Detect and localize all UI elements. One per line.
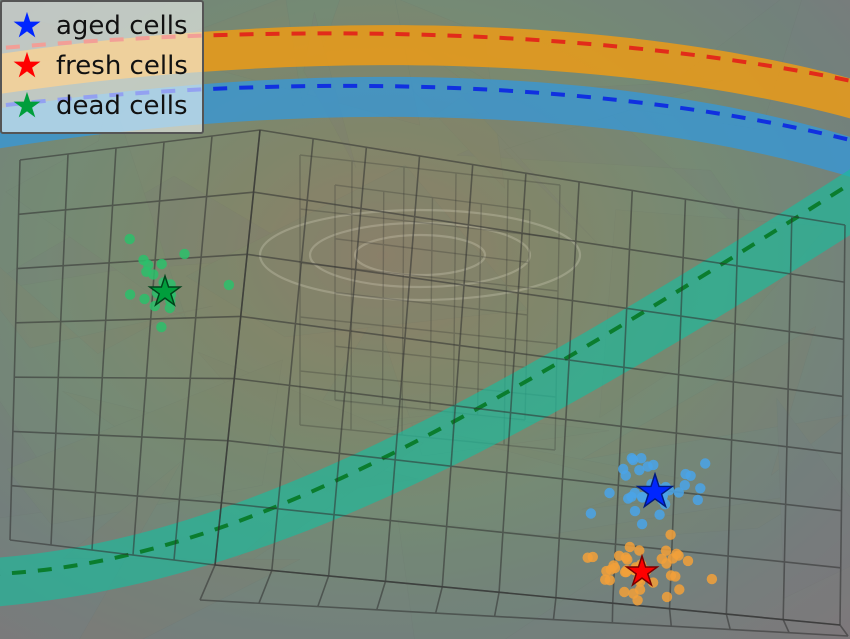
- fresh-cluster-dot: [661, 558, 671, 568]
- aged-cluster-dot: [628, 455, 638, 465]
- dead-cluster-dot: [156, 322, 166, 332]
- aged-cluster-dot: [654, 510, 664, 520]
- fresh-cluster-dot: [600, 575, 610, 585]
- legend-label-aged: aged cells: [56, 11, 188, 41]
- fresh-cluster-dot: [625, 542, 635, 552]
- legend-item-aged: aged cells: [12, 6, 188, 46]
- fresh-cluster-dot: [661, 546, 671, 556]
- aged-cluster-dot: [634, 465, 644, 475]
- legend-label-dead: dead cells: [56, 91, 188, 121]
- legend-star-icon-dead: [12, 91, 42, 121]
- legend-box: aged cells fresh cells dead cells: [0, 0, 204, 134]
- aged-cluster-dot: [693, 495, 703, 505]
- dead-cluster-dot: [125, 234, 135, 244]
- chart-stage: aged cells fresh cells dead cells: [0, 0, 850, 639]
- fresh-cluster-dot: [635, 585, 645, 595]
- dead-cluster-dot: [139, 294, 149, 304]
- dead-cluster-dot: [224, 280, 234, 290]
- legend-item-dead: dead cells: [12, 86, 188, 126]
- fresh-cluster-dot: [619, 587, 629, 597]
- fresh-cluster-dot: [632, 595, 642, 605]
- fresh-cluster-dot: [622, 554, 632, 564]
- aged-cluster-dot: [637, 519, 647, 529]
- fresh-cluster-dot: [666, 570, 676, 580]
- fresh-cluster-dot: [662, 592, 672, 602]
- aged-cluster-dot: [630, 506, 640, 516]
- aged-cluster-dot: [700, 458, 710, 468]
- fresh-cluster-dot: [674, 584, 684, 594]
- aged-cluster-dot: [695, 483, 705, 493]
- fresh-cluster-dot: [583, 553, 593, 563]
- dead-cluster-dot: [125, 289, 135, 299]
- fresh-cluster-dot: [634, 545, 644, 555]
- dead-cluster-dot: [179, 249, 189, 259]
- legend-star-icon-fresh: [12, 51, 42, 81]
- legend-star-icon-aged: [12, 11, 42, 41]
- aged-cluster-dot: [623, 493, 633, 503]
- legend-item-fresh: fresh cells: [12, 46, 188, 86]
- aged-cluster-dot: [685, 471, 695, 481]
- legend-label-fresh: fresh cells: [56, 51, 188, 81]
- fresh-cluster-dot: [606, 565, 616, 575]
- aged-cluster-dot: [604, 488, 614, 498]
- fresh-cluster-dot: [665, 530, 675, 540]
- fresh-cluster-dot: [671, 549, 681, 559]
- fresh-cluster-dot: [707, 574, 717, 584]
- dead-cluster-dot: [141, 267, 151, 277]
- aged-cluster-dot: [586, 508, 596, 518]
- dead-cluster-dot: [157, 259, 167, 269]
- aged-cluster-dot: [618, 464, 628, 474]
- fresh-cluster-dot: [683, 556, 693, 566]
- aged-cluster-dot: [674, 487, 684, 497]
